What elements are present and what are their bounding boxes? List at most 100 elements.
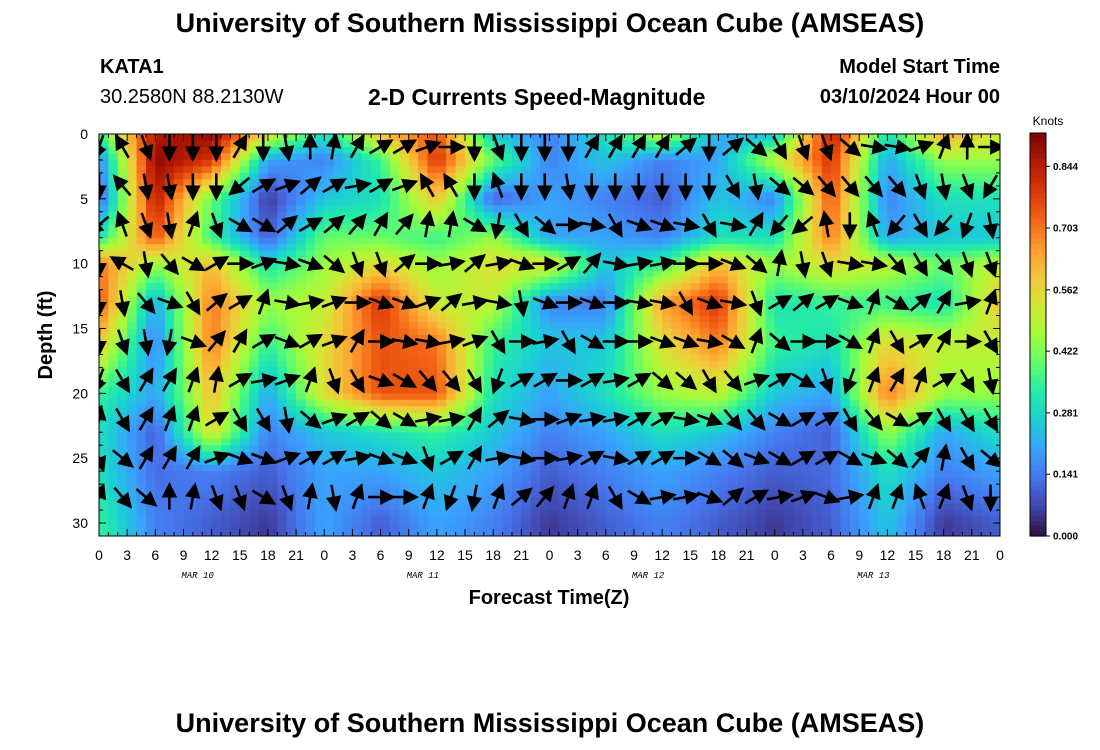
heatmap-cell bbox=[455, 360, 466, 369]
heatmap-cell bbox=[155, 419, 166, 427]
heatmap-cell bbox=[812, 250, 823, 258]
heatmap-cell bbox=[596, 438, 607, 446]
heatmap-cell bbox=[605, 172, 616, 180]
heatmap-cell bbox=[333, 224, 344, 232]
heatmap-cell bbox=[183, 205, 194, 213]
heatmap-cell bbox=[971, 309, 982, 317]
heatmap-cell bbox=[230, 399, 241, 407]
heatmap-cell bbox=[521, 198, 532, 206]
heatmap-cell bbox=[953, 302, 964, 310]
heatmap-cell bbox=[784, 153, 795, 161]
heatmap-cell bbox=[746, 270, 757, 278]
heatmap-cell bbox=[765, 412, 776, 420]
heatmap-cell bbox=[802, 438, 813, 446]
heatmap-cell bbox=[990, 244, 1000, 252]
heatmap-cell bbox=[399, 386, 410, 394]
heatmap-cell bbox=[145, 296, 156, 304]
heatmap-cell bbox=[662, 185, 673, 193]
heatmap-cell bbox=[690, 244, 701, 252]
heatmap-cell bbox=[558, 445, 569, 453]
heatmap-cell bbox=[286, 192, 297, 200]
heatmap-cell bbox=[802, 244, 813, 252]
heatmap-cell bbox=[324, 432, 335, 440]
heatmap-cell bbox=[652, 159, 663, 168]
heatmap-cell bbox=[446, 250, 457, 258]
heatmap-cell bbox=[511, 399, 522, 407]
heatmap-cell bbox=[136, 322, 147, 330]
heatmap-cell bbox=[483, 425, 494, 433]
heatmap-cell bbox=[249, 205, 260, 213]
heatmap-cell bbox=[859, 335, 870, 343]
heatmap-cell bbox=[793, 198, 804, 206]
heatmap-cell bbox=[371, 289, 382, 297]
heatmap-cell bbox=[202, 224, 213, 232]
heatmap-cell bbox=[812, 302, 823, 310]
heatmap-cell bbox=[474, 393, 485, 401]
heatmap-cell bbox=[859, 211, 870, 219]
heatmap-cell bbox=[493, 399, 504, 407]
heatmap-cell bbox=[230, 367, 241, 375]
heatmap-cell bbox=[877, 386, 888, 394]
heatmap-cell bbox=[249, 153, 260, 161]
heatmap-cell bbox=[877, 360, 888, 369]
heatmap-cell bbox=[971, 393, 982, 401]
heatmap-cell bbox=[558, 322, 569, 330]
heatmap-cell bbox=[389, 153, 400, 161]
heatmap-cell bbox=[361, 198, 372, 206]
heatmap-cell bbox=[821, 347, 832, 356]
heatmap-cell bbox=[868, 270, 879, 278]
heatmap-cell bbox=[596, 263, 607, 271]
heatmap-cell bbox=[296, 140, 307, 148]
heatmap-cell bbox=[868, 283, 879, 291]
heatmap-cell bbox=[277, 270, 288, 278]
heatmap-cell bbox=[361, 205, 372, 213]
heatmap-cell bbox=[831, 159, 842, 168]
heatmap-cell bbox=[568, 244, 579, 252]
heatmap-cell bbox=[671, 341, 682, 349]
heatmap-cell bbox=[868, 302, 879, 310]
heatmap-cell bbox=[896, 399, 907, 407]
heatmap-cell bbox=[108, 231, 119, 239]
heatmap-cell bbox=[662, 237, 673, 245]
heatmap-cell bbox=[831, 315, 842, 323]
heatmap-cell bbox=[314, 250, 325, 258]
heatmap-cell bbox=[587, 153, 598, 161]
heatmap-cell bbox=[840, 276, 851, 284]
heatmap-cell bbox=[183, 315, 194, 323]
heatmap-cell bbox=[746, 283, 757, 291]
heatmap-cell bbox=[699, 276, 710, 284]
heatmap-cell bbox=[361, 380, 372, 388]
heatmap-cell bbox=[633, 309, 644, 317]
heatmap-cell bbox=[446, 198, 457, 206]
heatmap-cell bbox=[221, 198, 231, 206]
heatmap-cell bbox=[99, 393, 109, 401]
heatmap-cell bbox=[493, 166, 504, 174]
heatmap-cell bbox=[305, 244, 316, 252]
heatmap-cell bbox=[286, 393, 297, 401]
heatmap-cell bbox=[418, 432, 429, 440]
heatmap-cell bbox=[971, 399, 982, 407]
heatmap-cell bbox=[737, 179, 748, 187]
heatmap-cell bbox=[164, 419, 175, 427]
heatmap-cell bbox=[408, 347, 419, 356]
heatmap-cell bbox=[624, 322, 635, 330]
heatmap-cell bbox=[117, 276, 128, 284]
heatmap-cell bbox=[502, 458, 513, 466]
heatmap-cell bbox=[267, 419, 278, 427]
heatmap-cell bbox=[690, 250, 701, 258]
heatmap-cell bbox=[624, 432, 635, 440]
heatmap-cell bbox=[765, 179, 776, 187]
heatmap-cell bbox=[418, 464, 429, 472]
heatmap-cell bbox=[371, 179, 382, 187]
heatmap-cell bbox=[164, 386, 175, 394]
heatmap-cell bbox=[699, 458, 710, 466]
heatmap-cell bbox=[502, 289, 513, 297]
heatmap-cell bbox=[737, 257, 748, 265]
heatmap-cell bbox=[774, 237, 785, 245]
heatmap-cell bbox=[117, 283, 128, 291]
heatmap-cell bbox=[474, 231, 485, 239]
heatmap-cell bbox=[643, 386, 654, 394]
heatmap-cell bbox=[408, 425, 419, 433]
heatmap-cell bbox=[277, 412, 288, 420]
heatmap-cell bbox=[136, 406, 147, 414]
